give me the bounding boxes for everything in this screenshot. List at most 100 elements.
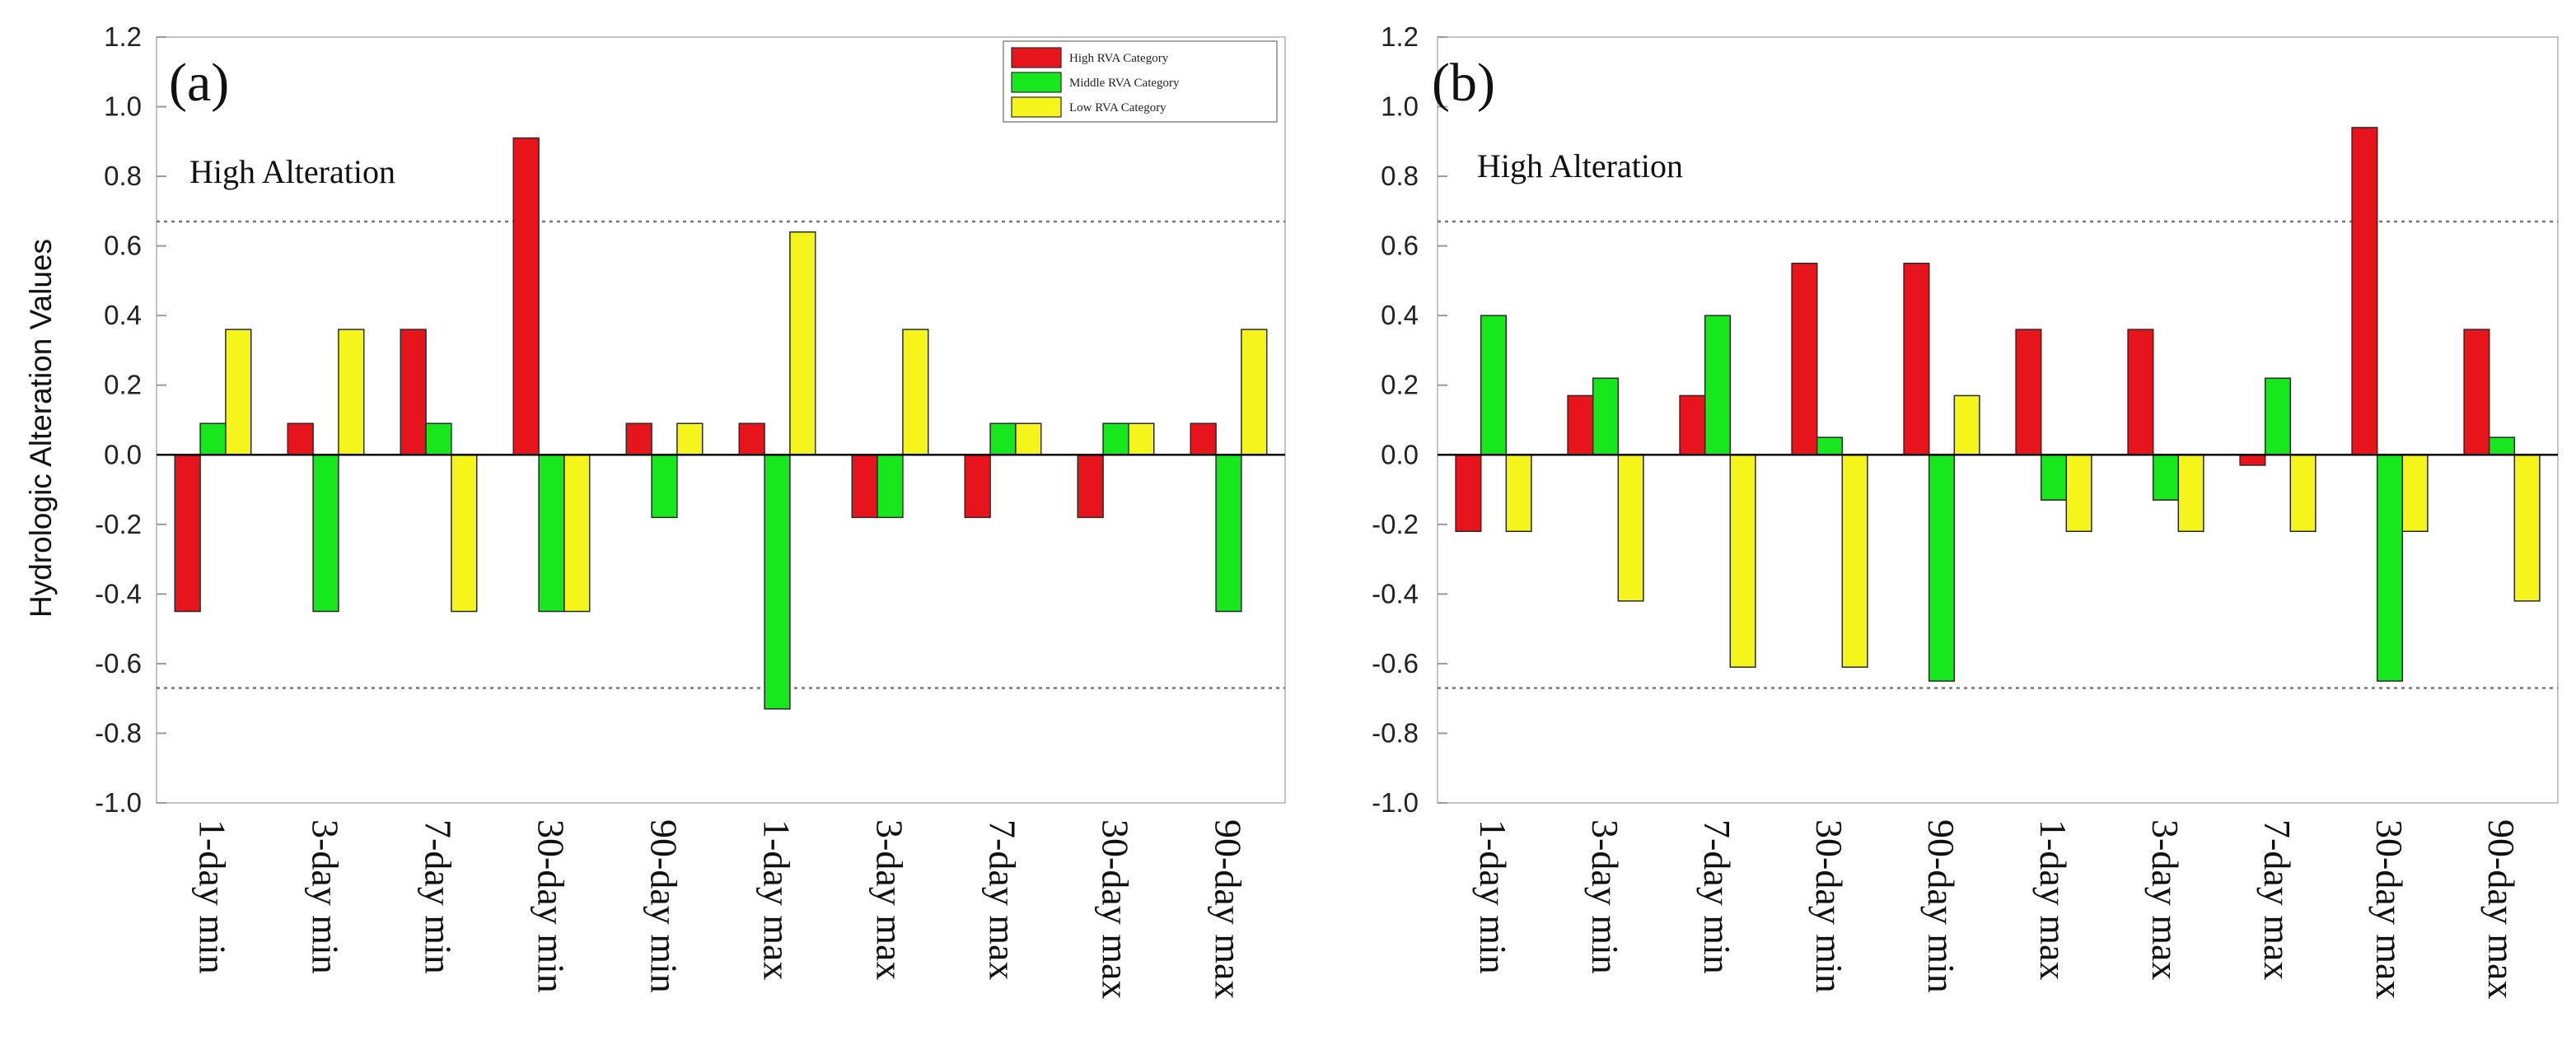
- bar-high-rva: [1077, 454, 1104, 519]
- bar-high-rva: [512, 137, 540, 456]
- x-category-label: 7-day max: [2256, 819, 2298, 980]
- y-tick-label: 0.2: [104, 370, 142, 400]
- bar-high-rva: [2239, 454, 2266, 466]
- bar-low-rva: [1953, 394, 1980, 456]
- bar-high-rva: [1679, 394, 1706, 456]
- x-category-label: 90-day min: [643, 819, 685, 993]
- bar-high-rva: [1903, 263, 1930, 456]
- bar-middle-rva: [2040, 454, 2068, 501]
- bar-high-rva: [738, 422, 765, 456]
- bar-middle-rva: [2264, 377, 2292, 456]
- bar-middle-rva: [538, 454, 565, 613]
- chart-panel-a: -1.0 -0.8 -0.6 -0.4 -0.2 0.0 0.2 0.4 0.6 0.8 1.0 1.…: [24, 21, 1286, 999]
- bar-middle-rva: [2152, 454, 2180, 501]
- bar-low-rva: [225, 329, 252, 456]
- bar-middle-rva: [312, 454, 339, 613]
- x-category-label: 1-day min: [192, 819, 234, 974]
- bar-high-rva: [287, 422, 314, 456]
- y-axis-title: Hydrologic Alteration Values: [24, 239, 58, 618]
- legend: High RVA Category Middle RVA Category Low …: [1003, 40, 1278, 123]
- y-tick-label: 0.0: [104, 439, 142, 469]
- bar-low-rva: [1128, 422, 1155, 456]
- y-tick-label: -0.8: [1372, 717, 1419, 748]
- y-tick-label: -0.8: [95, 717, 142, 748]
- bar-high-rva: [2463, 329, 2490, 456]
- y-tick-label: -0.6: [1372, 648, 1419, 679]
- bar-middle-rva: [425, 422, 452, 456]
- legend-swatch: [1011, 96, 1062, 118]
- bar-low-rva: [338, 329, 365, 456]
- bar-middle-rva: [1592, 377, 1620, 456]
- bar-middle-rva: [2488, 436, 2516, 456]
- x-category-label: 1-day min: [1472, 819, 1514, 974]
- bar-middle-rva: [1102, 422, 1129, 456]
- bar-low-rva: [1617, 454, 1644, 602]
- y-tick-label: 1.2: [104, 21, 142, 52]
- bar-middle-rva: [651, 454, 678, 519]
- bar-high-rva: [174, 454, 201, 613]
- x-category-label: 30-day max: [1095, 819, 1137, 999]
- x-category-label: 7-day min: [1696, 819, 1738, 974]
- bar-middle-rva: [1480, 315, 1508, 456]
- high-alteration-annotation: High Alteration: [189, 153, 395, 190]
- y-tick-label: 0.4: [104, 300, 142, 330]
- bar-low-rva: [451, 454, 478, 613]
- panel-label: (a): [169, 53, 229, 113]
- bar-high-rva: [1567, 394, 1594, 456]
- x-category-label: 3-day min: [305, 819, 347, 974]
- y-tick-label: 1.0: [104, 91, 142, 122]
- bar-high-rva: [2127, 329, 2154, 456]
- x-category-label: 1-day max: [2032, 819, 2074, 980]
- bar-middle-rva: [1928, 454, 1956, 682]
- y-tick-label: 0.2: [1381, 370, 1419, 400]
- legend-swatch: [1011, 47, 1062, 68]
- legend-label: High RVA Category: [1069, 52, 1169, 65]
- x-category-label: 90-day max: [1208, 819, 1250, 999]
- bar-high-rva: [964, 454, 991, 519]
- bar-low-rva: [1015, 422, 1042, 456]
- legend-swatch: [1011, 72, 1062, 93]
- y-tick-label: 0.0: [1381, 439, 1419, 469]
- bar-low-rva: [2177, 454, 2204, 533]
- y-tick-label: -0.6: [95, 648, 142, 679]
- bar-middle-rva: [1816, 436, 1844, 456]
- y-tick-label: 0.6: [104, 231, 142, 261]
- legend-label: Middle RVA Category: [1069, 77, 1180, 90]
- y-tick-label: 0.8: [1381, 161, 1419, 191]
- bar-low-rva: [1505, 454, 1532, 533]
- bar-low-rva: [563, 454, 591, 613]
- y-tick-label: -1.0: [95, 787, 142, 818]
- y-tick-label: -0.4: [95, 578, 142, 609]
- x-category-label: 3-day min: [1584, 819, 1626, 974]
- bar-low-rva: [789, 231, 816, 456]
- bar-high-rva: [1791, 263, 1818, 456]
- bar-low-rva: [1241, 329, 1268, 456]
- y-tick-label: -1.0: [1372, 787, 1419, 818]
- x-category-label: 30-day min: [1808, 819, 1850, 993]
- bar-high-rva: [400, 329, 427, 456]
- bar-high-rva: [1190, 422, 1217, 456]
- x-category-label: 1-day max: [756, 819, 798, 980]
- x-category-label: 7-day min: [418, 819, 460, 974]
- bar-high-rva: [625, 422, 652, 456]
- y-tick-label: -0.2: [1372, 509, 1419, 539]
- bar-middle-rva: [989, 422, 1017, 456]
- bar-high-rva: [2015, 329, 2042, 456]
- bar-high-rva: [2351, 127, 2378, 456]
- bar-high-rva: [851, 454, 878, 519]
- x-category-label: 90-day min: [1920, 819, 1962, 993]
- bar-middle-rva: [877, 454, 904, 519]
- bar-middle-rva: [764, 454, 791, 710]
- y-tick-label: -0.4: [1372, 578, 1419, 609]
- x-category-label: 30-day min: [531, 819, 573, 993]
- x-category-label: 7-day max: [982, 819, 1024, 980]
- bar-low-rva: [2513, 454, 2541, 602]
- bar-low-rva: [902, 329, 929, 456]
- legend-label: Low RVA Category: [1069, 101, 1166, 114]
- bar-middle-rva: [1215, 454, 1242, 613]
- bar-low-rva: [2401, 454, 2429, 533]
- high-alteration-annotation: High Alteration: [1477, 147, 1683, 184]
- bar-middle-rva: [1704, 315, 1732, 456]
- y-tick-label: 1.2: [1381, 21, 1419, 52]
